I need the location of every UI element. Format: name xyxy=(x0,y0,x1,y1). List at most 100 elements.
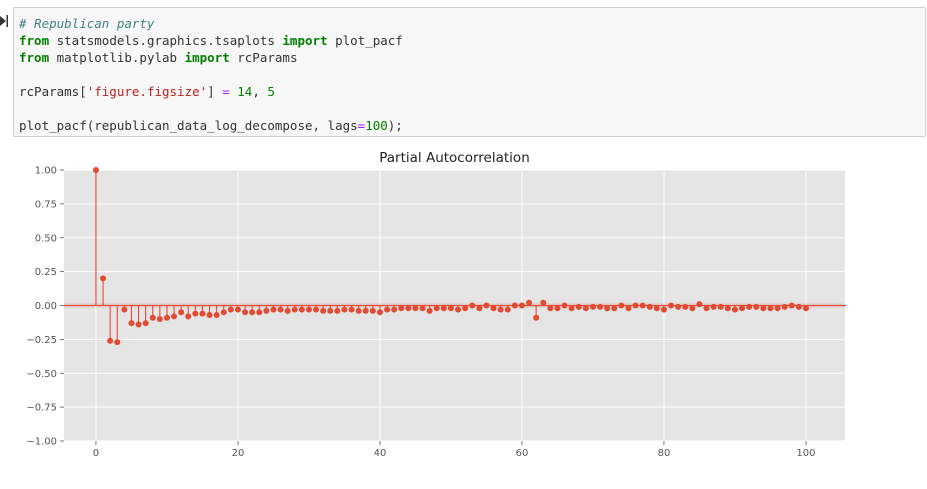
stem-marker xyxy=(795,303,802,310)
stem-marker xyxy=(703,305,710,312)
stem-marker xyxy=(646,303,653,310)
cell-run-indicator-icon[interactable] xyxy=(0,14,8,28)
x-tick-label: 60 xyxy=(516,448,529,459)
code-token: 5 xyxy=(267,84,275,99)
code-line xyxy=(19,100,403,117)
stem-marker xyxy=(675,303,682,310)
code-token: 100 xyxy=(365,118,388,133)
stem-marker xyxy=(554,305,561,312)
cell-output: 0 20 40 60 80 100 1.00 0.75 0.50 0.25 0.00 −0.25 −0.… xyxy=(0,140,927,485)
stem-marker xyxy=(447,305,454,312)
stem-marker xyxy=(746,303,753,310)
stem-marker xyxy=(710,303,717,310)
stem-marker xyxy=(206,311,213,318)
stem-marker xyxy=(653,305,660,312)
stem-marker xyxy=(518,302,525,309)
stem-marker xyxy=(611,305,618,312)
code-token: plot_pacf xyxy=(327,33,403,48)
stem-marker xyxy=(547,305,554,312)
stem-marker xyxy=(284,307,291,314)
stem-marker xyxy=(760,305,767,312)
y-tick-label: −0.25 xyxy=(26,335,57,346)
y-tick-label: 0.00 xyxy=(35,301,57,312)
stem-marker xyxy=(788,302,795,309)
stem-marker xyxy=(234,306,241,313)
stem-marker xyxy=(689,305,696,312)
stem-marker xyxy=(156,316,163,323)
stem-marker xyxy=(540,299,547,306)
code-editor[interactable]: # Republican party from statsmodels.graph… xyxy=(19,15,403,134)
stem-marker xyxy=(213,311,220,318)
code-token: from xyxy=(19,50,50,65)
code-line: from matplotlib.pylab import rcParams xyxy=(19,49,403,66)
stem-marker xyxy=(92,167,99,173)
stem-marker xyxy=(462,305,469,312)
stem-marker xyxy=(256,309,263,316)
x-tick-label: 100 xyxy=(796,448,815,459)
code-token: 14 xyxy=(237,84,253,99)
stem-marker xyxy=(192,310,199,317)
stem-marker xyxy=(355,307,362,314)
stem-marker xyxy=(114,339,121,346)
code-token: rcParams xyxy=(229,50,298,65)
stem-marker xyxy=(405,305,412,312)
code-token: ] xyxy=(207,84,223,99)
y-tick-label: −0.50 xyxy=(26,369,57,380)
stem-marker xyxy=(100,275,107,282)
stem-marker xyxy=(249,309,256,316)
code-token: = xyxy=(357,118,366,133)
x-tick-label: 40 xyxy=(374,448,387,459)
code-token: import xyxy=(282,33,328,48)
stem-marker xyxy=(149,314,156,321)
y-tick-label: 1.00 xyxy=(35,166,57,177)
stem-marker xyxy=(128,320,135,327)
stem-marker xyxy=(511,302,518,309)
stem-marker xyxy=(802,305,809,312)
stem-marker xyxy=(227,306,234,313)
stem-marker xyxy=(348,306,355,313)
stem-marker xyxy=(242,309,249,316)
stem-marker xyxy=(334,307,341,314)
stem-marker xyxy=(597,303,604,310)
y-tick-label: −0.75 xyxy=(26,403,57,414)
stem-marker xyxy=(362,307,369,314)
stem-marker xyxy=(298,306,305,313)
code-token: = xyxy=(222,84,230,99)
stem-marker xyxy=(327,307,334,314)
x-tick-label: 20 xyxy=(232,448,245,459)
stem-marker xyxy=(660,306,667,313)
stem-marker xyxy=(625,305,632,312)
stem-marker xyxy=(739,305,746,312)
stem-marker xyxy=(107,337,114,344)
stem-marker xyxy=(263,307,270,314)
y-tick-label: 0.50 xyxy=(35,233,57,244)
stem-marker xyxy=(440,305,447,312)
stem-marker xyxy=(490,305,497,312)
code-cell-input[interactable]: # Republican party from statsmodels.graph… xyxy=(13,7,926,137)
stem-marker xyxy=(582,305,589,312)
code-token: statsmodels.graphics.tsaplots xyxy=(49,33,283,48)
stem-marker xyxy=(781,303,788,310)
stem-marker xyxy=(589,303,596,310)
stem-marker xyxy=(419,305,426,312)
stem-marker xyxy=(391,306,398,313)
stem-marker xyxy=(753,303,760,310)
stem-marker xyxy=(433,305,440,312)
stem-marker xyxy=(320,307,327,314)
stem-marker xyxy=(185,313,192,320)
stem-marker xyxy=(121,306,128,313)
stem-marker xyxy=(717,303,724,310)
code-line: rcParams['figure.figsize'] = 14, 5 xyxy=(19,83,403,100)
stem-marker xyxy=(682,303,689,310)
x-tick-label: 80 xyxy=(658,448,671,459)
code-token: plot_pacf(republican_data_log_decompose,… xyxy=(19,118,358,133)
stem-marker xyxy=(575,303,582,310)
code-line xyxy=(19,66,403,83)
stem-marker xyxy=(376,309,383,316)
stem-marker xyxy=(497,306,504,313)
stem-marker xyxy=(455,306,462,313)
stem-marker xyxy=(568,305,575,312)
stem-marker xyxy=(774,305,781,312)
stem-marker xyxy=(426,307,433,314)
y-tick-label: 0.25 xyxy=(35,267,57,278)
